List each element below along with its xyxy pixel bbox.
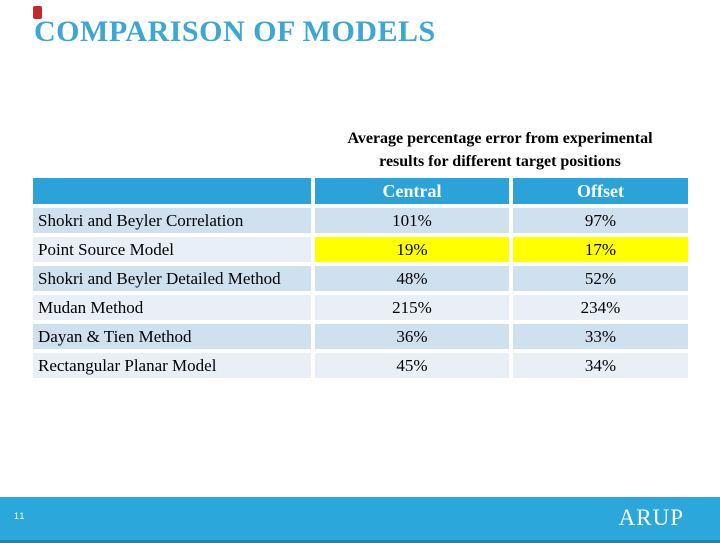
table-cell-offset: 33% (513, 324, 688, 349)
table-cell-central: 19% (315, 237, 509, 262)
table-cell-central: 48% (315, 266, 509, 291)
page-title: COMPARISON OF MODELS (34, 15, 436, 48)
comparison-table: Central Offset Shokri and Beyler Correla… (33, 178, 688, 378)
table-row-label: Rectangular Planar Model (33, 353, 311, 378)
table-cell-central: 36% (315, 324, 509, 349)
table-header-empty-cell (33, 178, 311, 204)
table-row-label: Shokri and Beyler Correlation (33, 208, 311, 233)
table-cell-central: 101% (315, 208, 509, 233)
page-number: 11 (14, 511, 26, 521)
accent-mark (33, 6, 42, 19)
table-row-label: Mudan Method (33, 295, 311, 320)
table-header-central: Central (315, 178, 509, 204)
table-row-label: Dayan & Tien Method (33, 324, 311, 349)
table-row-label: Shokri and Beyler Detailed Method (33, 266, 311, 291)
arup-logo: ARUP (618, 505, 684, 530)
table-cell-offset: 17% (513, 237, 688, 262)
table-header-offset: Offset (513, 178, 688, 204)
footer-bar: 11 ARUP (0, 497, 720, 543)
table-cell-central: 45% (315, 353, 509, 378)
table-cell-offset: 52% (513, 266, 688, 291)
table-cell-central: 215% (315, 295, 509, 320)
table-caption: Average percentage error from experiment… (300, 127, 700, 173)
table-caption-line1: Average percentage error from experiment… (347, 130, 653, 147)
table-caption-line2: results for different target positions (379, 153, 621, 170)
table-cell-offset: 97% (513, 208, 688, 233)
table-row-label: Point Source Model (33, 237, 311, 262)
table-cell-offset: 34% (513, 353, 688, 378)
table-cell-offset: 234% (513, 295, 688, 320)
